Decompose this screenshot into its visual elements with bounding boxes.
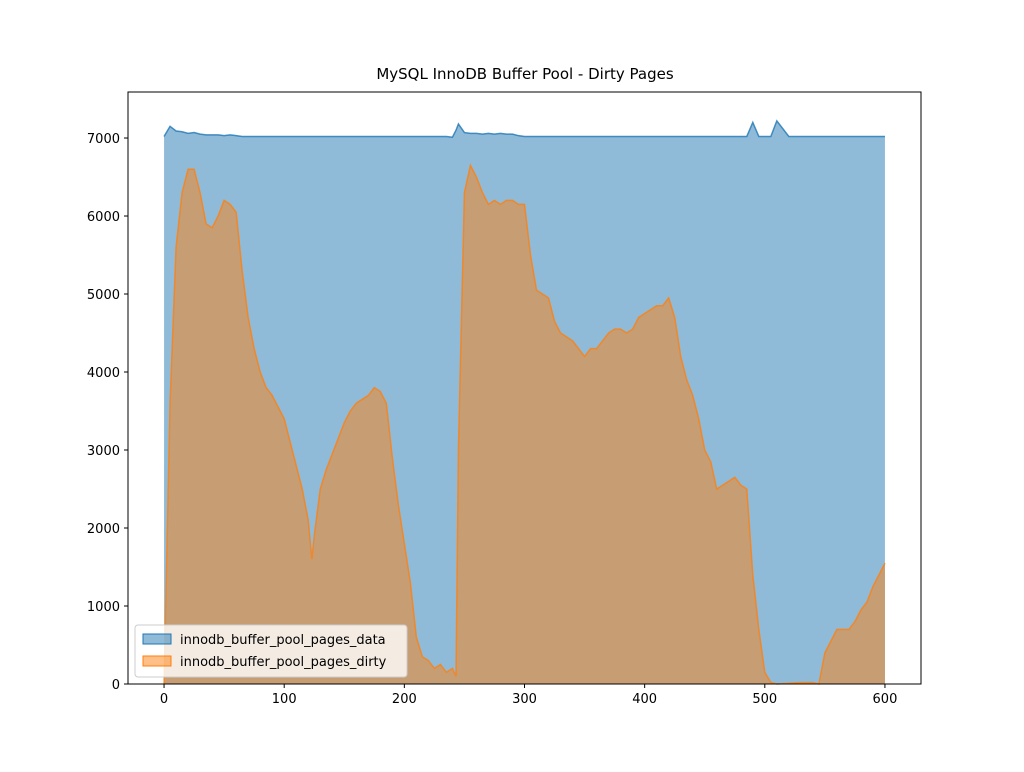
area-line — [163, 163, 886, 685]
x-tick-label: 200 — [392, 692, 417, 707]
y-tick-label: 0 — [112, 678, 120, 693]
area-fill — [164, 165, 885, 684]
chart-title: MySQL InnoDB Buffer Pool - Dirty Pages — [376, 65, 673, 83]
x-tick-label: 0 — [160, 692, 168, 707]
legend-label: innodb_buffer_pool_pages_dirty — [180, 655, 387, 670]
legend-swatch — [142, 633, 172, 645]
y-tick-label: 7000 — [87, 132, 120, 147]
area-line — [163, 119, 885, 139]
legend-label: innodb_buffer_pool_pages_data — [180, 633, 386, 648]
y-tick-label: 1000 — [87, 600, 120, 615]
x-tick-label: 600 — [873, 692, 898, 707]
x-tick-label: 100 — [272, 692, 297, 707]
legend-swatch — [142, 655, 172, 667]
y-tick-label: 3000 — [87, 444, 120, 459]
x-tick-label: 400 — [632, 692, 657, 707]
y-tick-label: 2000 — [87, 522, 120, 537]
y-tick-label: 6000 — [87, 210, 120, 225]
x-tick-label: 300 — [512, 692, 537, 707]
legend-box — [134, 624, 408, 678]
x-tick-label: 500 — [752, 692, 777, 707]
y-tick-label: 5000 — [87, 288, 120, 303]
y-tick-label: 4000 — [87, 366, 120, 381]
